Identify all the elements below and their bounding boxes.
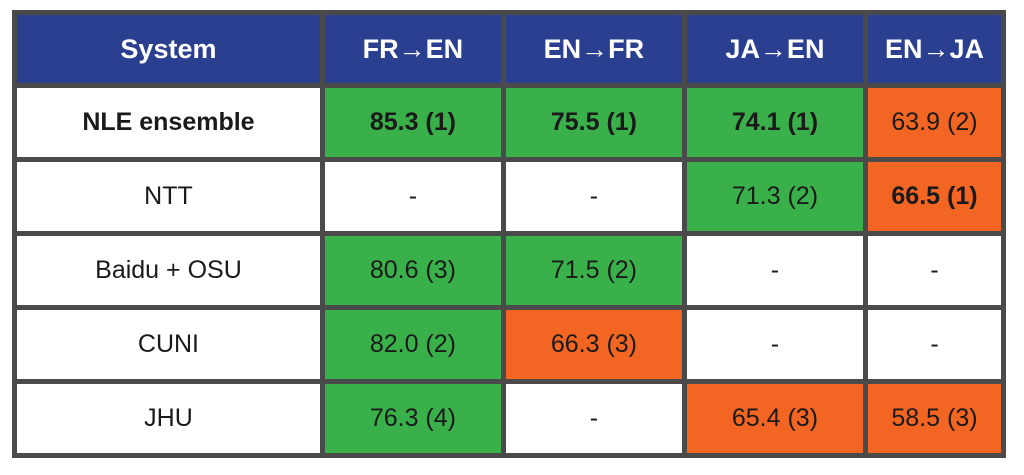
- score-cell-fr-en: -: [324, 162, 501, 231]
- score-cell-en-ja: -: [867, 236, 1001, 305]
- score-cell-ja-en: -: [686, 310, 863, 379]
- score-cell-en-ja: 58.5 (3): [867, 384, 1001, 453]
- results-table: System FR→EN EN→FR JA→EN EN→JA NLE ensem…: [12, 10, 1006, 458]
- table-row: Baidu + OSU 80.6 (3) 71.5 (2) - -: [17, 236, 1001, 305]
- system-name-cell: NTT: [17, 162, 320, 231]
- score-cell-en-fr: -: [505, 162, 682, 231]
- system-name-cell: CUNI: [17, 310, 320, 379]
- header-fr-en: FR→EN: [324, 15, 501, 83]
- score-cell-fr-en: 82.0 (2): [324, 310, 501, 379]
- score-cell-ja-en: 65.4 (3): [686, 384, 863, 453]
- header-system: System: [17, 15, 320, 83]
- score-cell-ja-en: -: [686, 236, 863, 305]
- header-ja-en: JA→EN: [686, 15, 863, 83]
- score-cell-en-fr: 66.3 (3): [505, 310, 682, 379]
- system-name-cell: JHU: [17, 384, 320, 453]
- table-row: NTT - - 71.3 (2) 66.5 (1): [17, 162, 1001, 231]
- score-cell-en-fr: 75.5 (1): [505, 88, 682, 157]
- table-row: NLE ensemble 85.3 (1) 75.5 (1) 74.1 (1) …: [17, 88, 1001, 157]
- score-cell-en-fr: -: [505, 384, 682, 453]
- table-row: CUNI 82.0 (2) 66.3 (3) - -: [17, 310, 1001, 379]
- score-cell-en-ja: 63.9 (2): [867, 88, 1001, 157]
- system-name-cell: NLE ensemble: [17, 88, 320, 157]
- table-row: JHU 76.3 (4) - 65.4 (3) 58.5 (3): [17, 384, 1001, 453]
- score-cell-fr-en: 80.6 (3): [324, 236, 501, 305]
- header-row: System FR→EN EN→FR JA→EN EN→JA: [17, 15, 1001, 83]
- header-en-fr: EN→FR: [505, 15, 682, 83]
- results-table-frame: System FR→EN EN→FR JA→EN EN→JA NLE ensem…: [12, 10, 1006, 458]
- score-cell-fr-en: 85.3 (1): [324, 88, 501, 157]
- score-cell-en-ja: -: [867, 310, 1001, 379]
- score-cell-en-fr: 71.5 (2): [505, 236, 682, 305]
- score-cell-ja-en: 71.3 (2): [686, 162, 863, 231]
- score-cell-ja-en: 74.1 (1): [686, 88, 863, 157]
- system-name-cell: Baidu + OSU: [17, 236, 320, 305]
- score-cell-en-ja: 66.5 (1): [867, 162, 1001, 231]
- header-en-ja: EN→JA: [867, 15, 1001, 83]
- score-cell-fr-en: 76.3 (4): [324, 384, 501, 453]
